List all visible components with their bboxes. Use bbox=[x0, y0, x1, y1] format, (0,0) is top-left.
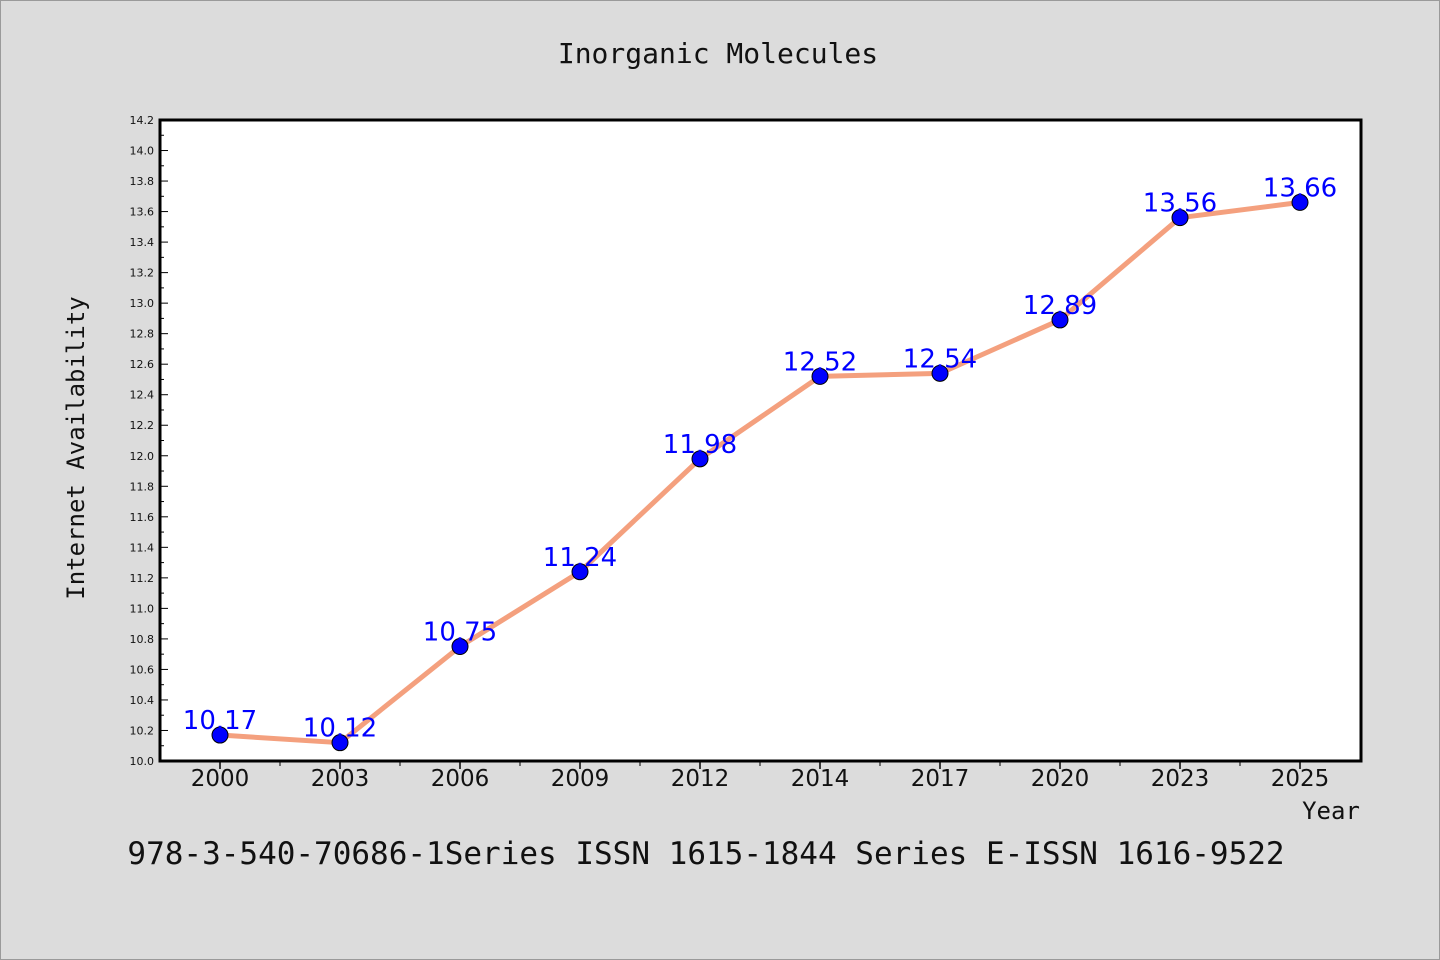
data-label: 10.17 bbox=[183, 706, 257, 736]
data-label: 11.98 bbox=[663, 430, 737, 460]
data-label: 10.12 bbox=[303, 714, 377, 744]
footer-isbn-issn: 978-3-540-70686-1Series ISSN 1615-1844 S… bbox=[127, 836, 1284, 872]
data-label: 12.54 bbox=[903, 344, 977, 374]
y-tick-label: 13.2 bbox=[130, 267, 155, 280]
y-axis-title: Internet Availability bbox=[62, 296, 90, 599]
chart-title: Inorganic Molecules bbox=[558, 37, 878, 70]
x-tick-label: 2006 bbox=[431, 766, 490, 792]
y-tick-label: 10.2 bbox=[130, 724, 155, 737]
y-tick-label: 12.2 bbox=[130, 419, 155, 432]
y-axis: 10.0 10.2 10.4 10.6 10.8 11.0 11.2 11.4 11.6 11.8… bbox=[130, 114, 168, 768]
y-tick-label: 12.6 bbox=[130, 358, 155, 371]
y-tick-label: 11.2 bbox=[130, 572, 155, 585]
y-tick-label: 10.6 bbox=[130, 663, 155, 676]
data-point bbox=[331, 734, 349, 752]
x-tick-label: 2003 bbox=[311, 766, 370, 792]
x-tick-label: 2012 bbox=[671, 766, 730, 792]
y-tick-label: 10.0 bbox=[130, 755, 155, 768]
data-label: 10.75 bbox=[423, 618, 497, 648]
y-tick-label: 11.6 bbox=[130, 511, 155, 524]
y-tick-label: 10.4 bbox=[130, 694, 155, 707]
series-line bbox=[217, 199, 1303, 746]
x-tick-label: 2025 bbox=[1271, 766, 1330, 792]
y-tick-label: 14.0 bbox=[130, 145, 155, 158]
data-point bbox=[811, 367, 829, 385]
y-tick-label: 10.8 bbox=[130, 633, 155, 646]
data-point bbox=[211, 726, 229, 744]
plot-area bbox=[158, 118, 1363, 763]
y-tick-label: 11.0 bbox=[130, 602, 155, 615]
x-tick-label: 2014 bbox=[791, 766, 850, 792]
x-tick-label: 2020 bbox=[1031, 766, 1090, 792]
y-tick-label: 11.4 bbox=[130, 541, 155, 554]
x-axis: 2000 2003 2006 2009 2012 2014 2017 2020 2023 2025 bbox=[191, 761, 1330, 792]
y-tick-label: 12.8 bbox=[130, 328, 155, 341]
data-labels: 10.17 10.12 10.75 11.24 11.98 12.52 12.54 12.89… bbox=[183, 173, 1337, 743]
x-tick-label: 2023 bbox=[1151, 766, 1210, 792]
data-label: 13.56 bbox=[1143, 189, 1217, 219]
data-label: 11.24 bbox=[543, 543, 617, 573]
data-label: 13.66 bbox=[1263, 173, 1337, 203]
data-point bbox=[1051, 311, 1069, 329]
x-tick-label: 2017 bbox=[911, 766, 970, 792]
data-point bbox=[1171, 209, 1189, 227]
y-tick-label: 13.0 bbox=[130, 297, 155, 310]
data-label: 12.89 bbox=[1023, 291, 1097, 321]
y-tick-label: 11.8 bbox=[130, 480, 155, 493]
y-tick-label: 12.0 bbox=[130, 450, 155, 463]
y-tick-label: 13.4 bbox=[130, 236, 155, 249]
x-axis-title: Year bbox=[1302, 797, 1360, 825]
y-tick-label: 12.4 bbox=[130, 389, 155, 402]
data-point bbox=[931, 364, 949, 382]
y-tick-label: 14.2 bbox=[130, 114, 155, 127]
data-label: 12.52 bbox=[783, 347, 857, 377]
x-tick-label: 2009 bbox=[551, 766, 610, 792]
y-tick-label: 13.6 bbox=[130, 206, 155, 219]
data-point bbox=[451, 638, 469, 656]
data-point bbox=[691, 450, 709, 468]
x-tick-label: 2000 bbox=[191, 766, 250, 792]
y-tick-label: 13.8 bbox=[130, 175, 155, 188]
data-point bbox=[571, 563, 589, 581]
data-point bbox=[1291, 193, 1309, 211]
series-layer bbox=[211, 193, 1309, 752]
